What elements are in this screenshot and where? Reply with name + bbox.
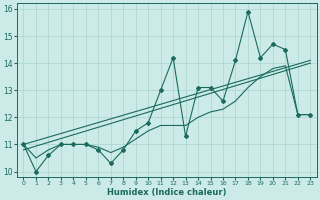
- X-axis label: Humidex (Indice chaleur): Humidex (Indice chaleur): [107, 188, 227, 197]
